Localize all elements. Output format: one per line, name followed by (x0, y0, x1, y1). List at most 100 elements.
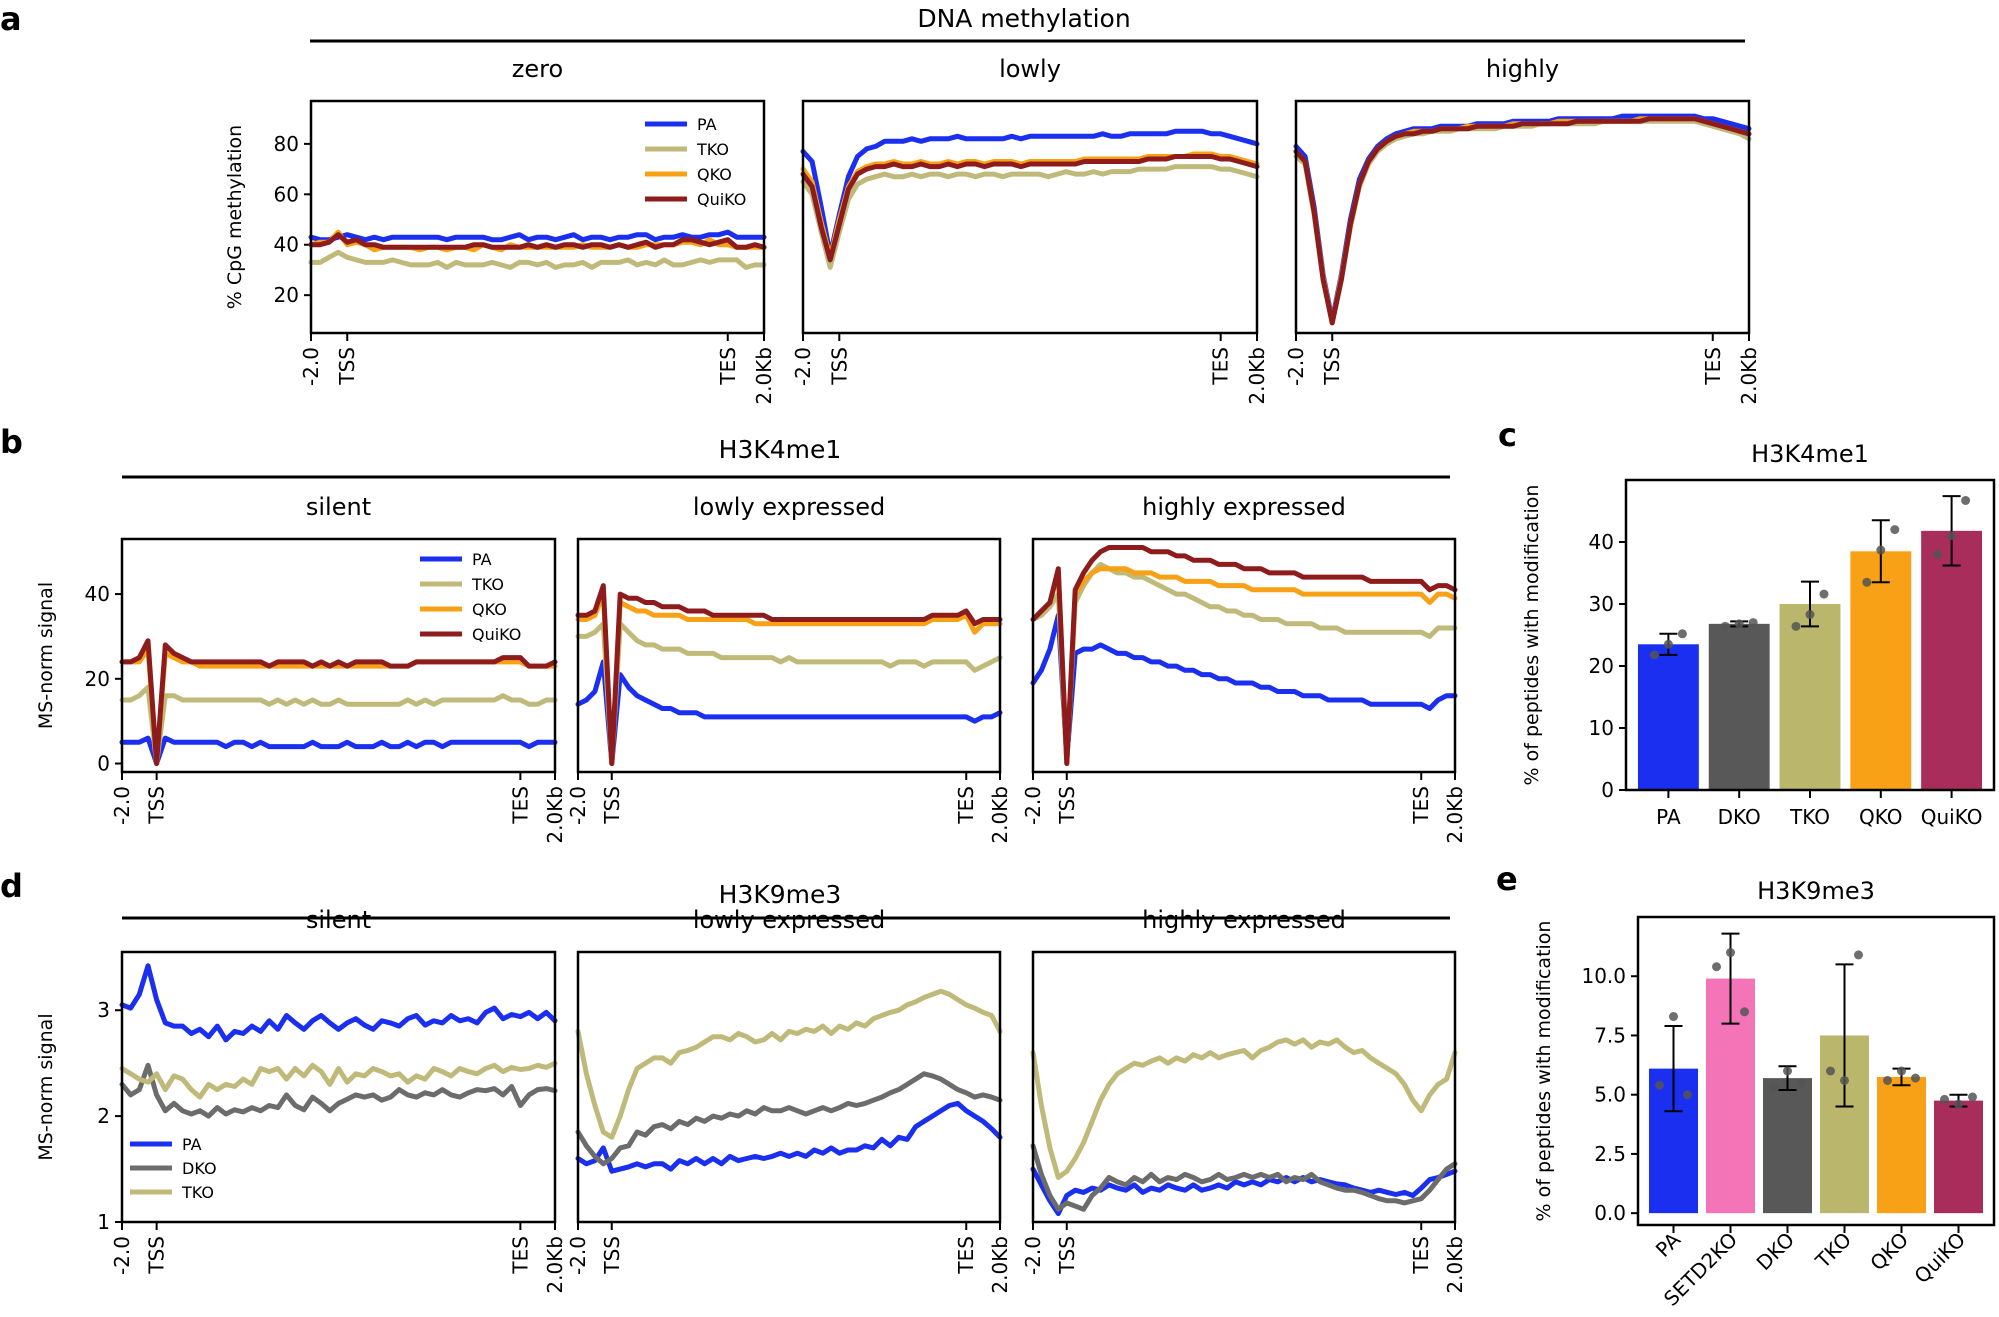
x-tick-label: QuiKO (1921, 805, 1983, 829)
x-tick-label: DKO (1718, 805, 1761, 829)
replicate-point (1805, 610, 1815, 620)
x-tick-label: TSS (335, 347, 359, 386)
plot-frame (309, 99, 766, 335)
plot-frame (1624, 478, 1996, 792)
series-line-pa (119, 735, 558, 766)
plot-frame (1031, 537, 1457, 774)
series-line-dko (575, 1071, 1003, 1167)
x-tick-label: 2.0Kb (1443, 786, 1467, 844)
x-tick-label: -2.0 (791, 347, 815, 386)
x-tick-label: TSS (145, 786, 169, 825)
series-line-dko (1030, 1143, 1458, 1212)
bar-qko (1850, 551, 1912, 790)
x-tick-label: -2.0 (110, 786, 134, 825)
bar-quiko (1933, 1100, 1984, 1214)
panel-letter-b: b (0, 423, 23, 461)
replicate-point (1726, 948, 1735, 958)
series-line-tko (800, 164, 1260, 270)
replicate-point (1748, 618, 1758, 628)
x-tick-label: 2.0Kb (752, 347, 776, 405)
series-line-pa (575, 659, 1003, 766)
plot-frame (576, 950, 1002, 1224)
y-tick-label: 2 (97, 1104, 110, 1128)
y-tick-label: 2.5 (1594, 1142, 1626, 1166)
plot-frame (120, 950, 557, 1224)
y-tick-label: 10 (1589, 716, 1614, 740)
y-tick-label: 80 (274, 132, 299, 156)
series-line-pa (1030, 612, 1458, 762)
x-tick-label: 2.0Kb (1737, 347, 1761, 405)
x-tick-label: TSS (145, 1236, 169, 1275)
replicate-point (1961, 495, 1971, 505)
x-tick-label: 2.0Kb (1443, 1236, 1467, 1294)
replicate-point (1876, 545, 1886, 555)
x-tick-label: TSS (600, 786, 624, 825)
bar-tko (1779, 604, 1841, 790)
group-title-dna-methylation: DNA methylation (917, 4, 1130, 33)
subplot-title: silent (306, 493, 371, 521)
subplot-title: silent (306, 906, 371, 934)
y-axis-label: % CpG methylation (224, 125, 246, 309)
x-tick-label: DKO (1752, 1228, 1799, 1275)
series-line-quiko (800, 154, 1260, 263)
series-line-quiko (308, 232, 767, 250)
y-tick-label: 10.0 (1581, 964, 1626, 988)
series-line-qko (575, 591, 1003, 766)
replicate-point (1840, 1075, 1849, 1085)
bar-chart-e: H3K9me3 0.0 2.5 5.0 7.5 10.0 % of peptides wit… (1533, 877, 1996, 1311)
line-chart-a-1: lowly -2.0 TSS TES 2.0Kb (791, 55, 1269, 405)
plot-frame (1636, 915, 1996, 1227)
bar-chart-title: H3K9me3 (1757, 877, 1875, 905)
series-line-dko (119, 1062, 558, 1119)
series-line-quiko (575, 583, 1003, 766)
group-title-h3k4me1: H3K4me1 (719, 435, 842, 464)
y-axis-label: MS-norm signal (35, 582, 57, 729)
replicate-point (1897, 1066, 1906, 1076)
replicate-point (1655, 1080, 1664, 1090)
replicate-point (1890, 525, 1900, 535)
legend: PA TKO QKO QuiKO (645, 115, 746, 209)
line-chart-d-1: lowly expressed -2.0 TSS TES 2.0Kb (566, 906, 1012, 1294)
subplot-title: lowly expressed (693, 906, 885, 934)
replicate-point (1734, 619, 1744, 629)
x-tick-label: QuiKO (1909, 1228, 1970, 1289)
line-chart-b-1: lowly expressed -2.0 TSS TES 2.0Kb (566, 493, 1012, 844)
y-tick-label: 0 (97, 752, 110, 776)
y-tick-label: 30 (1589, 592, 1614, 616)
plot-frame (120, 537, 557, 774)
line-chart-b-0: silent 0 20 40 MS-norm signal -2.0 TSS TES 2.0Kb… (35, 493, 567, 844)
y-tick-label: 0 (1601, 778, 1614, 802)
y-tick-label: 40 (85, 582, 110, 606)
legend-label-quiko: QuiKO (472, 625, 521, 644)
x-tick-label: 2.0Kb (1245, 347, 1269, 405)
replicate-point (1819, 589, 1829, 599)
series-line-tko (1293, 118, 1752, 326)
x-tick-label: -2.0 (1021, 1236, 1045, 1275)
series-line-pa (575, 1100, 1003, 1174)
replicate-point (1683, 1090, 1692, 1100)
x-tick-label: TES (1209, 347, 1233, 386)
bar-chart-title: H3K4me1 (1751, 440, 1869, 468)
subplot-title: highly (1486, 55, 1559, 83)
x-tick-label: TES (954, 1236, 978, 1275)
replicate-point (1826, 1066, 1835, 1076)
replicate-point (1677, 629, 1687, 639)
x-tick-label: 2.0Kb (543, 1236, 567, 1294)
line-chart-a-0: zero 20 40 60 80 % CpG methylation -2.0 TSS TES 2… (224, 55, 776, 405)
subplot-title: highly expressed (1142, 906, 1346, 934)
replicate-point (1712, 962, 1721, 972)
y-tick-label: 3 (97, 998, 110, 1022)
replicate-point (1783, 1066, 1792, 1076)
legend: PA TKO QKO QuiKO (420, 550, 521, 644)
legend-label-quiko: QuiKO (697, 190, 746, 209)
replicate-point (1797, 1078, 1806, 1088)
legend-label-qko: QKO (472, 600, 507, 619)
replicate-point (1791, 621, 1801, 631)
series-line-tko (119, 1060, 558, 1100)
series-line-pa (119, 963, 558, 1043)
panel-letter-c: c (1498, 416, 1517, 454)
legend-label-pa: PA (182, 1135, 202, 1154)
series-line-tko (1030, 1037, 1458, 1180)
